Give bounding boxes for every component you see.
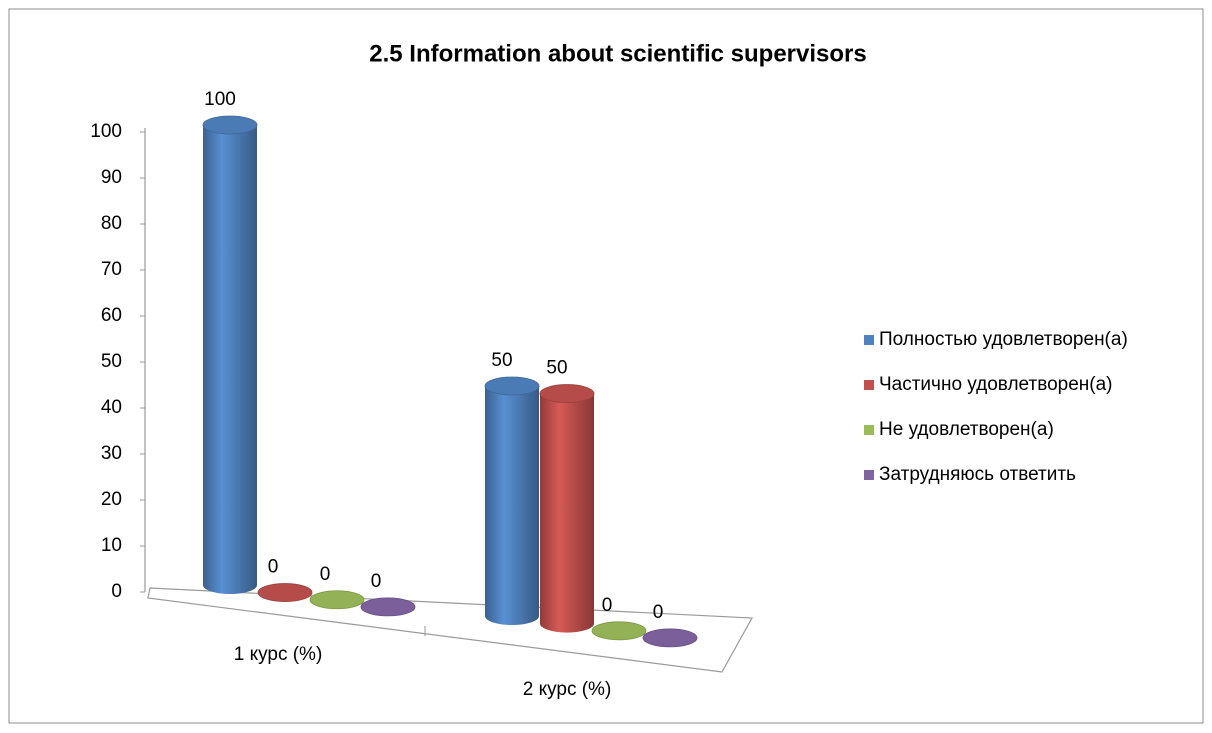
legend-swatch <box>864 425 874 435</box>
x-tick-label: 1 курс (%) <box>234 644 323 665</box>
data-label: 0 <box>602 595 613 616</box>
y-tick-label: 40 <box>101 397 122 418</box>
y-tick-label: 10 <box>101 535 122 556</box>
bar <box>360 597 416 617</box>
bar-body <box>540 393 594 624</box>
bar <box>539 384 595 633</box>
bar-top <box>360 597 416 617</box>
y-tick-label: 0 <box>111 581 122 602</box>
bar-bottom <box>203 576 257 594</box>
y-tick-label: 50 <box>101 351 122 372</box>
data-label: 0 <box>268 557 279 578</box>
x-tick-label: 2 курс (%) <box>523 679 612 700</box>
chart-frame <box>8 8 1204 724</box>
bar-top <box>591 621 647 641</box>
y-tick-label: 100 <box>90 121 122 142</box>
data-label: 50 <box>546 358 567 379</box>
data-label: 0 <box>371 571 382 592</box>
bar <box>484 376 540 626</box>
legend-label: Затрудняюсь ответить <box>879 464 1076 485</box>
bar-bottom <box>540 614 594 633</box>
data-label: 0 <box>320 564 331 585</box>
chart-title: 2.5 Information about scientific supervi… <box>369 40 866 67</box>
y-tick-label: 70 <box>101 259 122 280</box>
legend-label: Полностью удовлетворен(а) <box>879 329 1128 350</box>
bar <box>202 115 258 594</box>
legend-label: Не удовлетворен(а) <box>879 419 1054 440</box>
bar-bottom <box>485 607 539 626</box>
y-tick-label: 30 <box>101 443 122 464</box>
bar-top <box>539 384 595 403</box>
y-tick-label: 80 <box>101 213 122 234</box>
bar-top <box>202 115 258 135</box>
bar-top <box>257 583 313 602</box>
bar <box>257 583 313 602</box>
bar-top <box>642 628 698 648</box>
legend-swatch <box>864 380 874 390</box>
data-label: 50 <box>491 350 512 371</box>
bar-body <box>203 125 257 585</box>
data-label: 100 <box>204 89 236 110</box>
data-label: 0 <box>653 602 664 623</box>
legend-swatch <box>864 470 874 480</box>
bar <box>642 628 698 648</box>
bar-body <box>485 386 539 617</box>
y-tick-label: 20 <box>101 489 122 510</box>
bar <box>309 590 365 610</box>
bar-top <box>309 590 365 610</box>
y-tick-label: 60 <box>101 305 122 326</box>
legend-label: Частично удовлетворен(а) <box>879 374 1112 395</box>
y-tick-label: 90 <box>101 167 122 188</box>
bar <box>591 621 647 641</box>
legend-swatch <box>864 335 874 345</box>
bar-top <box>484 376 540 396</box>
